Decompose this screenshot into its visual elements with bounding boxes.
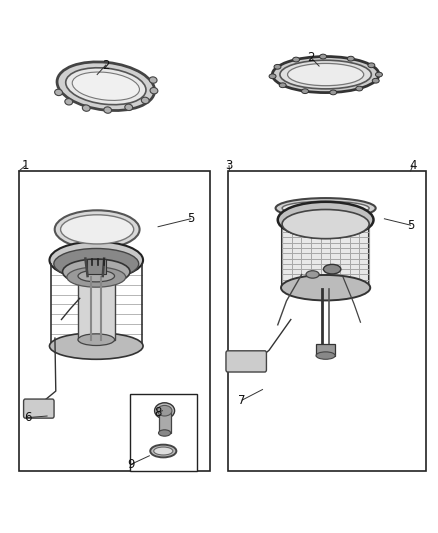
Ellipse shape [49,333,143,359]
Text: 3: 3 [225,159,233,172]
Text: 8: 8 [154,406,162,419]
Ellipse shape [49,241,143,279]
FancyBboxPatch shape [226,351,266,372]
Ellipse shape [67,267,126,287]
Ellipse shape [306,271,319,278]
Ellipse shape [272,56,379,93]
Ellipse shape [66,68,146,104]
Ellipse shape [125,104,133,110]
Ellipse shape [150,445,177,457]
Bar [78,276,115,340]
Ellipse shape [323,264,341,274]
Ellipse shape [82,105,90,111]
Ellipse shape [347,56,354,61]
Text: 5: 5 [187,212,194,225]
Bar [228,171,426,471]
Ellipse shape [278,202,374,238]
Ellipse shape [269,74,276,79]
Ellipse shape [282,201,369,215]
Ellipse shape [60,215,134,244]
Ellipse shape [330,90,337,95]
Ellipse shape [301,89,308,94]
Ellipse shape [154,447,173,455]
Ellipse shape [157,406,172,416]
Ellipse shape [141,97,149,103]
Ellipse shape [316,352,335,359]
Ellipse shape [54,248,139,279]
Ellipse shape [65,99,73,105]
Ellipse shape [280,60,371,89]
Bar [316,344,335,356]
Ellipse shape [279,83,286,87]
Ellipse shape [150,87,158,94]
Ellipse shape [78,334,115,345]
Ellipse shape [368,63,375,68]
Text: 1: 1 [21,159,29,172]
Bar [130,394,197,471]
Bar [87,259,106,274]
Ellipse shape [293,57,300,62]
Ellipse shape [276,198,376,218]
Ellipse shape [149,77,157,83]
Ellipse shape [72,72,139,100]
Ellipse shape [356,86,363,91]
Text: 9: 9 [127,458,135,471]
Ellipse shape [55,89,63,95]
Text: 2: 2 [102,59,110,71]
Ellipse shape [281,275,370,301]
Ellipse shape [57,62,155,110]
Text: 4: 4 [409,159,417,172]
Ellipse shape [288,63,364,86]
Text: 2: 2 [307,51,314,63]
Text: 5: 5 [407,219,414,232]
Bar [159,411,171,433]
Ellipse shape [375,72,382,77]
Ellipse shape [155,403,175,419]
Ellipse shape [55,211,140,248]
FancyBboxPatch shape [24,399,54,418]
Ellipse shape [63,259,130,285]
Text: 7: 7 [238,393,246,407]
Ellipse shape [159,430,171,436]
Ellipse shape [274,64,281,69]
Ellipse shape [78,270,115,282]
Bar [19,171,210,471]
Text: 6: 6 [24,411,31,424]
Ellipse shape [104,107,112,114]
Ellipse shape [372,78,379,83]
Bar [282,224,369,288]
Ellipse shape [282,209,369,239]
Ellipse shape [320,54,327,59]
